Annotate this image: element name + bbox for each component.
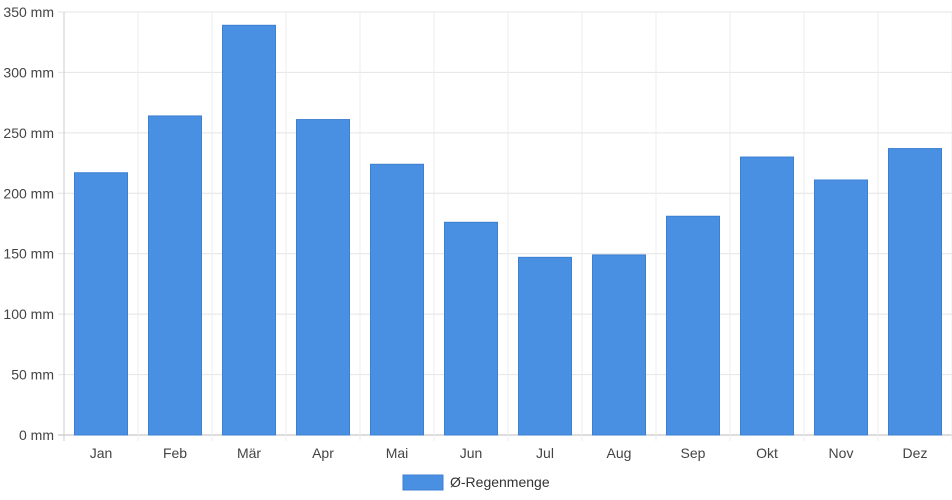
y-tick-label: 50 mm <box>11 367 54 383</box>
x-tick-label: Jul <box>536 445 554 461</box>
y-tick-label: 200 mm <box>3 185 54 201</box>
y-tick-label: 150 mm <box>3 246 54 262</box>
x-tick-label: Dez <box>903 445 928 461</box>
x-tick-label: Mär <box>237 445 261 461</box>
bar[interactable] <box>888 148 942 436</box>
x-tick-label: Jan <box>90 445 113 461</box>
bar[interactable] <box>666 215 720 436</box>
axes: 0 mm 50 mm 100 mm 150 mm 200 mm 250 mm 300 mm 3… <box>3 4 927 461</box>
bar[interactable] <box>592 254 646 436</box>
bar[interactable] <box>518 256 572 436</box>
y-tick-label: 250 mm <box>3 125 54 141</box>
x-tick-label: Nov <box>829 445 854 461</box>
bar[interactable] <box>740 156 794 436</box>
bar[interactable] <box>814 179 868 436</box>
bars <box>74 24 942 436</box>
bar[interactable] <box>74 172 128 436</box>
y-tick-label: 300 mm <box>3 64 54 80</box>
x-tick-label: Mai <box>386 445 409 461</box>
y-tick-label: 350 mm <box>3 4 54 20</box>
y-tick-label: 0 mm <box>19 427 54 443</box>
grid-lines <box>58 11 952 441</box>
x-tick-label: Feb <box>163 445 187 461</box>
y-tick-label: 100 mm <box>3 306 54 322</box>
x-tick-label: Jun <box>460 445 483 461</box>
x-tick-label: Okt <box>756 445 778 461</box>
bar[interactable] <box>444 221 498 436</box>
legend: Ø-Regenmenge <box>402 474 550 491</box>
x-tick-label: Sep <box>681 445 706 461</box>
legend-swatch[interactable] <box>402 474 444 491</box>
x-tick-label: Aug <box>607 445 632 461</box>
bar[interactable] <box>296 119 350 436</box>
bar[interactable] <box>222 24 276 436</box>
x-tick-label: Apr <box>312 445 334 461</box>
bar[interactable] <box>370 163 424 436</box>
legend-label[interactable]: Ø-Regenmenge <box>450 474 550 490</box>
bar[interactable] <box>148 115 202 436</box>
